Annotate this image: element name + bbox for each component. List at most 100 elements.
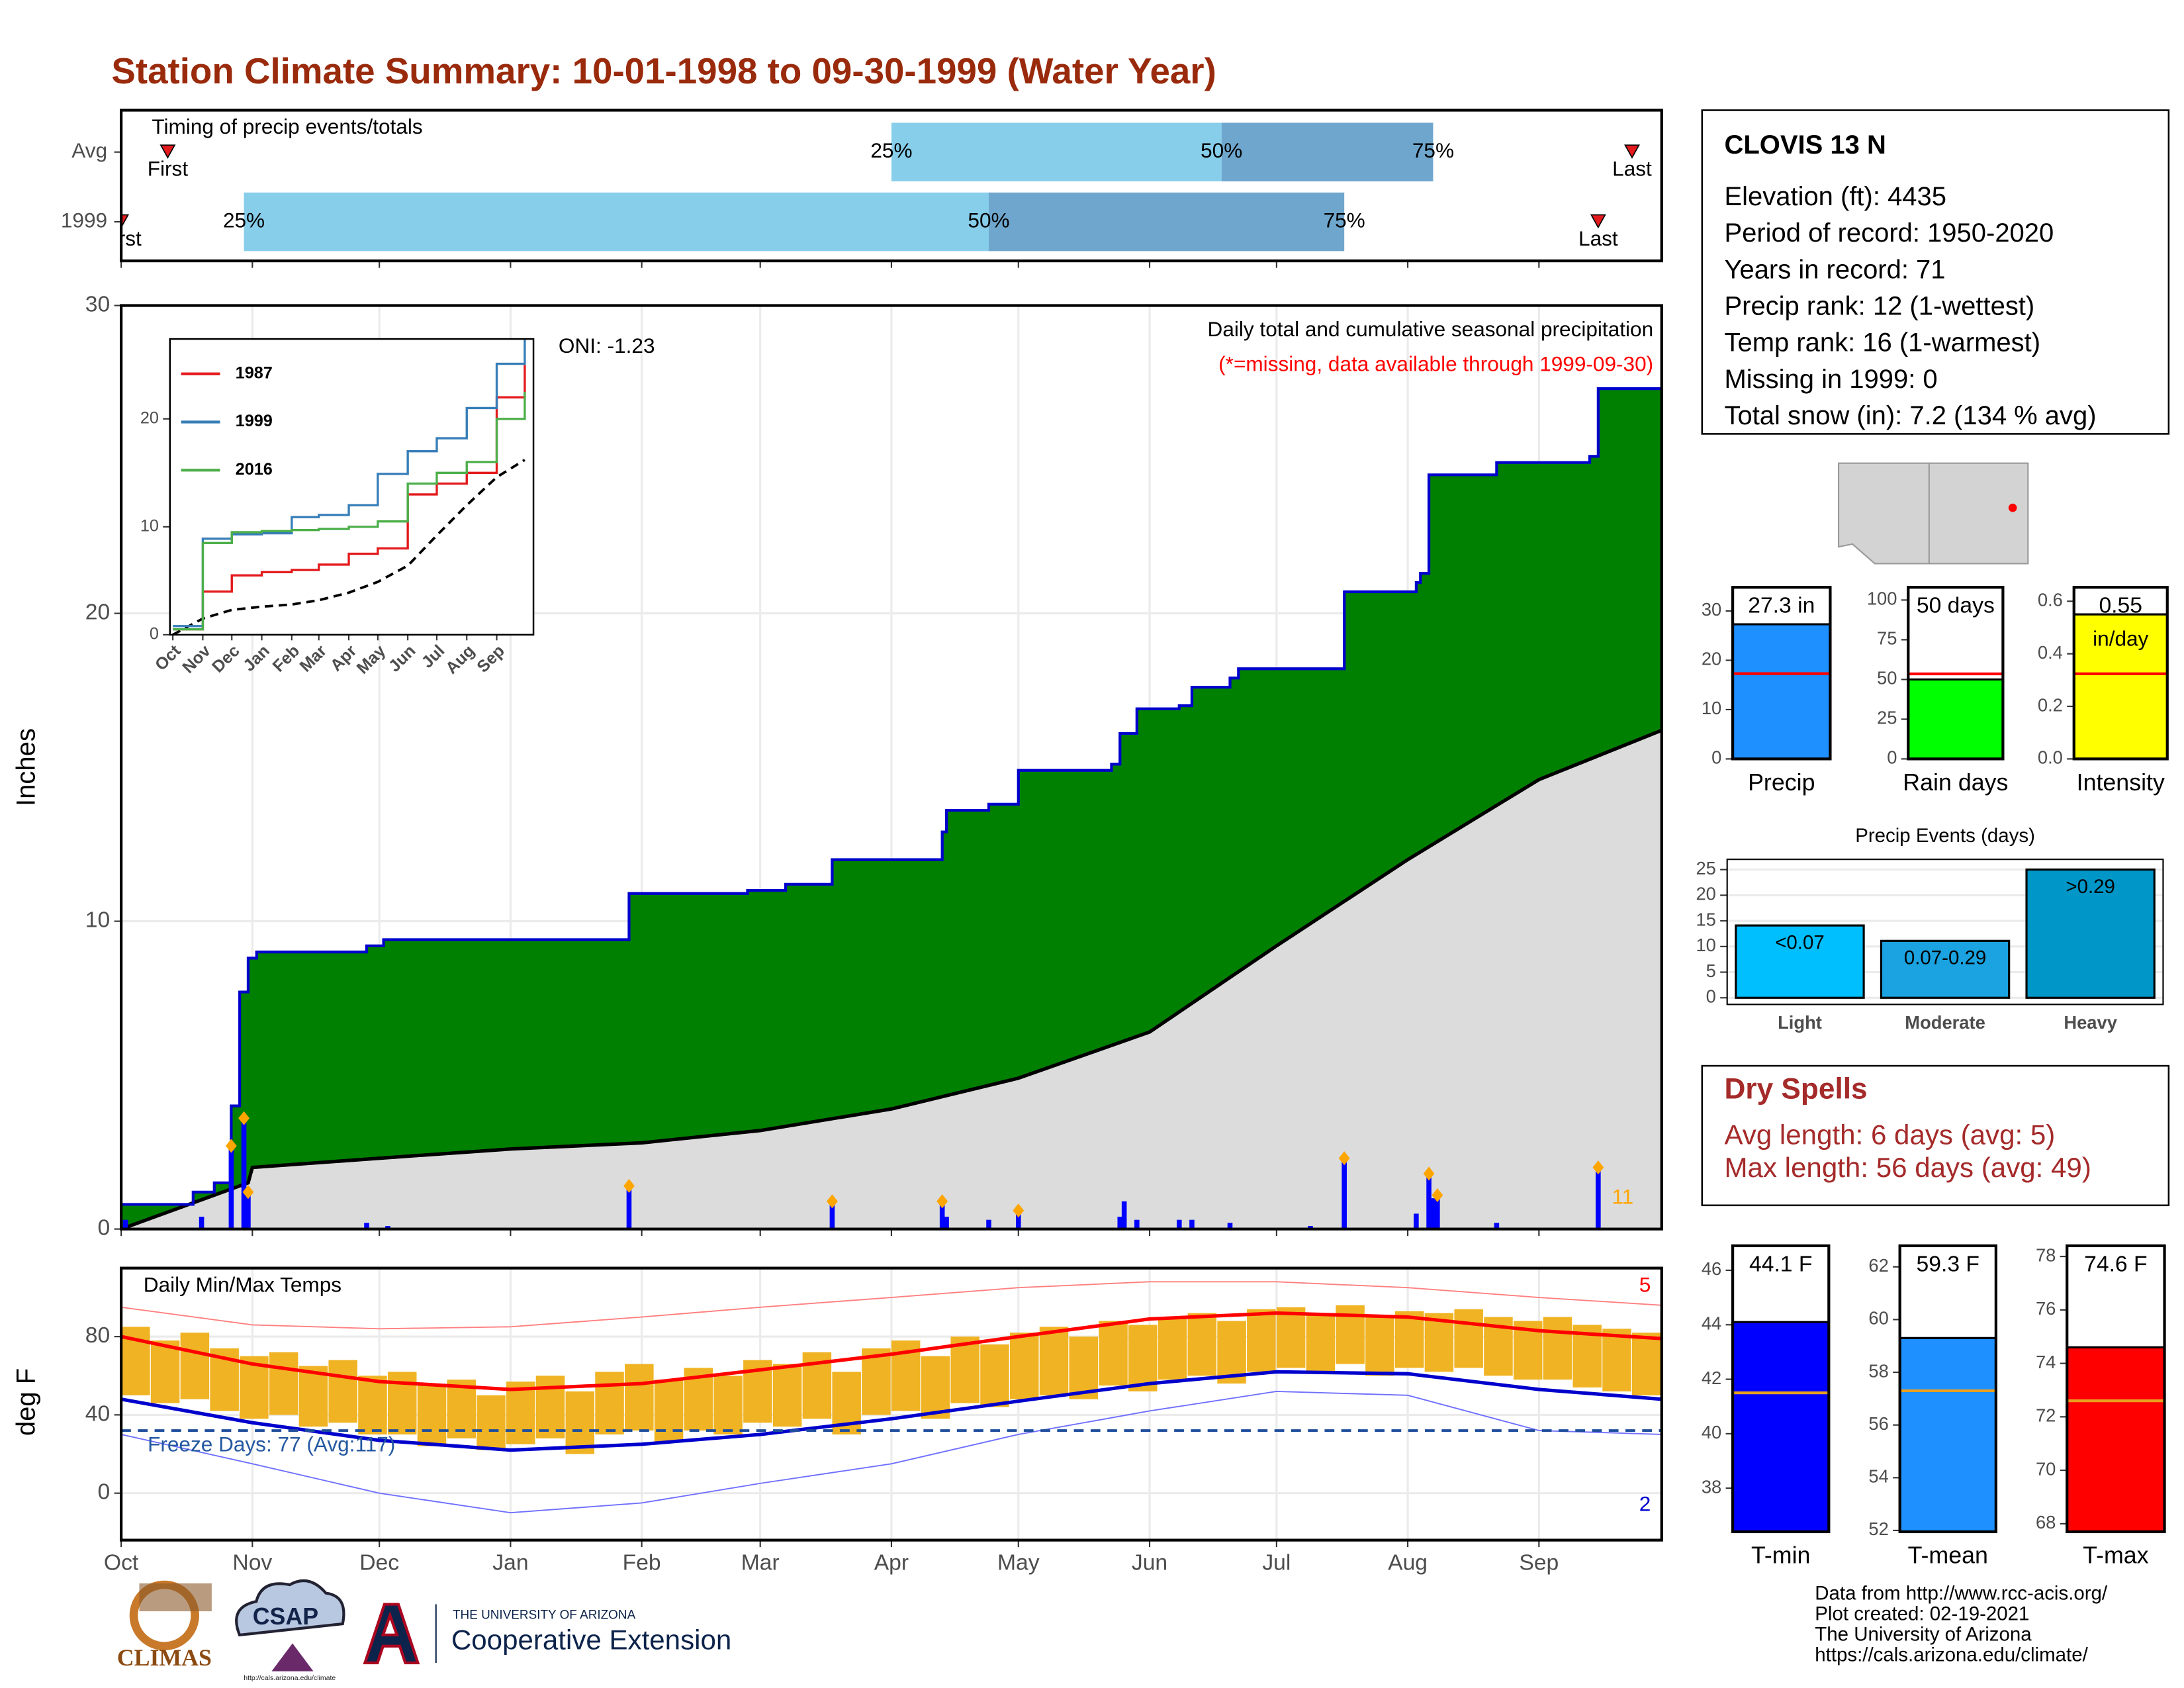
y-tick-label: 100 [1867, 588, 1897, 609]
temp-range-bar [358, 1376, 387, 1434]
timing-marker-label: Last [1612, 156, 1652, 180]
y-tick-label: 0 [98, 1480, 111, 1505]
y-tick-label: 50 [1877, 668, 1897, 688]
temp-range-bar [506, 1382, 535, 1444]
x-tick-label: Light [1778, 1012, 1822, 1033]
timing-marker [1624, 144, 1640, 159]
bar [1880, 939, 2011, 999]
daily-bar [1494, 1223, 1500, 1229]
y-tick-label: 0 [1706, 986, 1716, 1007]
y-tick-label: 20 [1696, 884, 1715, 904]
temp-range-bar [417, 1385, 447, 1446]
temp-range-bar [1158, 1317, 1187, 1380]
quartile-label: 50% [968, 208, 1009, 232]
temp-range-bar [1039, 1327, 1069, 1395]
x-tick-label: Sep [1519, 1550, 1559, 1575]
temp-range-bar [713, 1376, 743, 1434]
panel-frame [2066, 1244, 2166, 1534]
temp-range-bar [150, 1340, 180, 1403]
y-tick-label: 0.2 [2038, 694, 2063, 715]
csap-cloud [235, 1579, 345, 1637]
csap-text: CSAP [253, 1603, 318, 1630]
dry-spells-box [1701, 1064, 2170, 1207]
panel-frame [1898, 1244, 1997, 1534]
quartile-label: 25% [870, 138, 912, 162]
record-max-line [121, 1281, 1662, 1330]
temp-range-bar [1602, 1329, 1631, 1391]
timing-marker-label: Last [1578, 226, 1618, 250]
temp-range-bar [1128, 1325, 1158, 1391]
temp-range-bar [535, 1376, 565, 1438]
y-tick-label: 80 [85, 1323, 110, 1348]
bar-label: >0.29 [2066, 876, 2115, 898]
dry-spells-info: Avg length: 6 days (avg: 5) [1724, 1119, 2055, 1150]
clip-group: 25% 50% 75% First Last 25% 50% 75% First Last [101, 122, 1652, 252]
average-line [172, 459, 525, 635]
station-info: Temp rank: 16 (1-warmest) [1724, 328, 2040, 357]
gauge-value-label: 44.1 F [1749, 1252, 1812, 1276]
temp-range-bar [1306, 1313, 1336, 1372]
climas-text: CLIMAS [117, 1644, 212, 1671]
x-tick-label: Dec [359, 1550, 399, 1575]
avg-min-line [121, 1370, 1662, 1452]
x-tick-label: Oct [104, 1550, 139, 1575]
temp-range-bar [269, 1352, 298, 1415]
x-tick-label: Aug [1388, 1550, 1428, 1575]
y-tick-label: 70 [2036, 1458, 2056, 1479]
row-label: Avg [71, 138, 107, 162]
daily-bar [1430, 1198, 1436, 1229]
timing-marker-label: First [101, 226, 142, 250]
temp-range-bar [862, 1348, 891, 1415]
clip-group [121, 1281, 1662, 1514]
freeze-label: Freeze Days: 77 (Avg:117) [148, 1432, 395, 1456]
y-tick-label: 25 [1877, 708, 1897, 728]
y-tick-label: 30 [1702, 599, 1721, 620]
x-tick-label: Jun [1132, 1550, 1167, 1575]
daily-bar [1015, 1210, 1021, 1229]
y-tick-label: 0 [98, 1216, 111, 1241]
gauge-value-label: 74.6 F [2084, 1252, 2147, 1276]
quartile-label: 50% [1201, 138, 1242, 162]
gauge-label: Rain days [1903, 769, 2008, 796]
temp-range-bar [1217, 1321, 1246, 1384]
daily-bar [1414, 1213, 1419, 1229]
y-tick-label: 68 [2036, 1512, 2056, 1532]
y-tick-label: 76 [2036, 1298, 2056, 1319]
average-area [121, 730, 1662, 1229]
extreme-marker [242, 1185, 254, 1199]
station-info: Precip rank: 12 (1-wettest) [1724, 291, 2034, 320]
y-tick-label: 75 [1877, 628, 1897, 649]
daily-bar [385, 1226, 390, 1229]
inset-bg [169, 339, 534, 635]
y-tick-label: 52 [1868, 1519, 1888, 1539]
temp-range-bar [477, 1395, 506, 1450]
coop-text: Cooperative Extension [451, 1624, 731, 1656]
dry-spells-title: Dry Spells [1724, 1073, 1867, 1105]
extreme-marker [1592, 1160, 1604, 1175]
y-tick-label: 38 [1702, 1476, 1721, 1497]
gauge-bar [2073, 614, 2167, 759]
temp-range-bar [625, 1364, 654, 1431]
bar-label: 0.07-0.29 [1904, 947, 1986, 968]
bar [1735, 924, 1865, 999]
y-tick-label: 0 [150, 625, 159, 643]
y-tick-label: 15 [1696, 909, 1715, 929]
station-info: Years in record: 71 [1724, 255, 1945, 284]
temp-range-bar [1247, 1309, 1276, 1372]
station-box [1701, 109, 2170, 435]
panel-frame [119, 304, 1663, 1231]
y-tick-label: 10 [1702, 698, 1721, 718]
daily-bar [626, 1186, 632, 1229]
gauge-value-label: 0.55 [2099, 594, 2142, 618]
avg-max-line [121, 1311, 1662, 1391]
chart-title: Daily total and cumulative seasonal prec… [1208, 317, 1654, 341]
y-tick-label: 0.0 [2038, 747, 2063, 768]
quartile-label: 75% [1324, 208, 1365, 232]
extreme-marker [1423, 1166, 1435, 1181]
chart-title: Precip Events (days) [1855, 825, 2035, 847]
daily-bar [829, 1201, 835, 1229]
y-tick-label: 20 [1702, 649, 1721, 669]
cumulative-line [121, 387, 1662, 1206]
x-tick-label: Apr [874, 1550, 909, 1575]
